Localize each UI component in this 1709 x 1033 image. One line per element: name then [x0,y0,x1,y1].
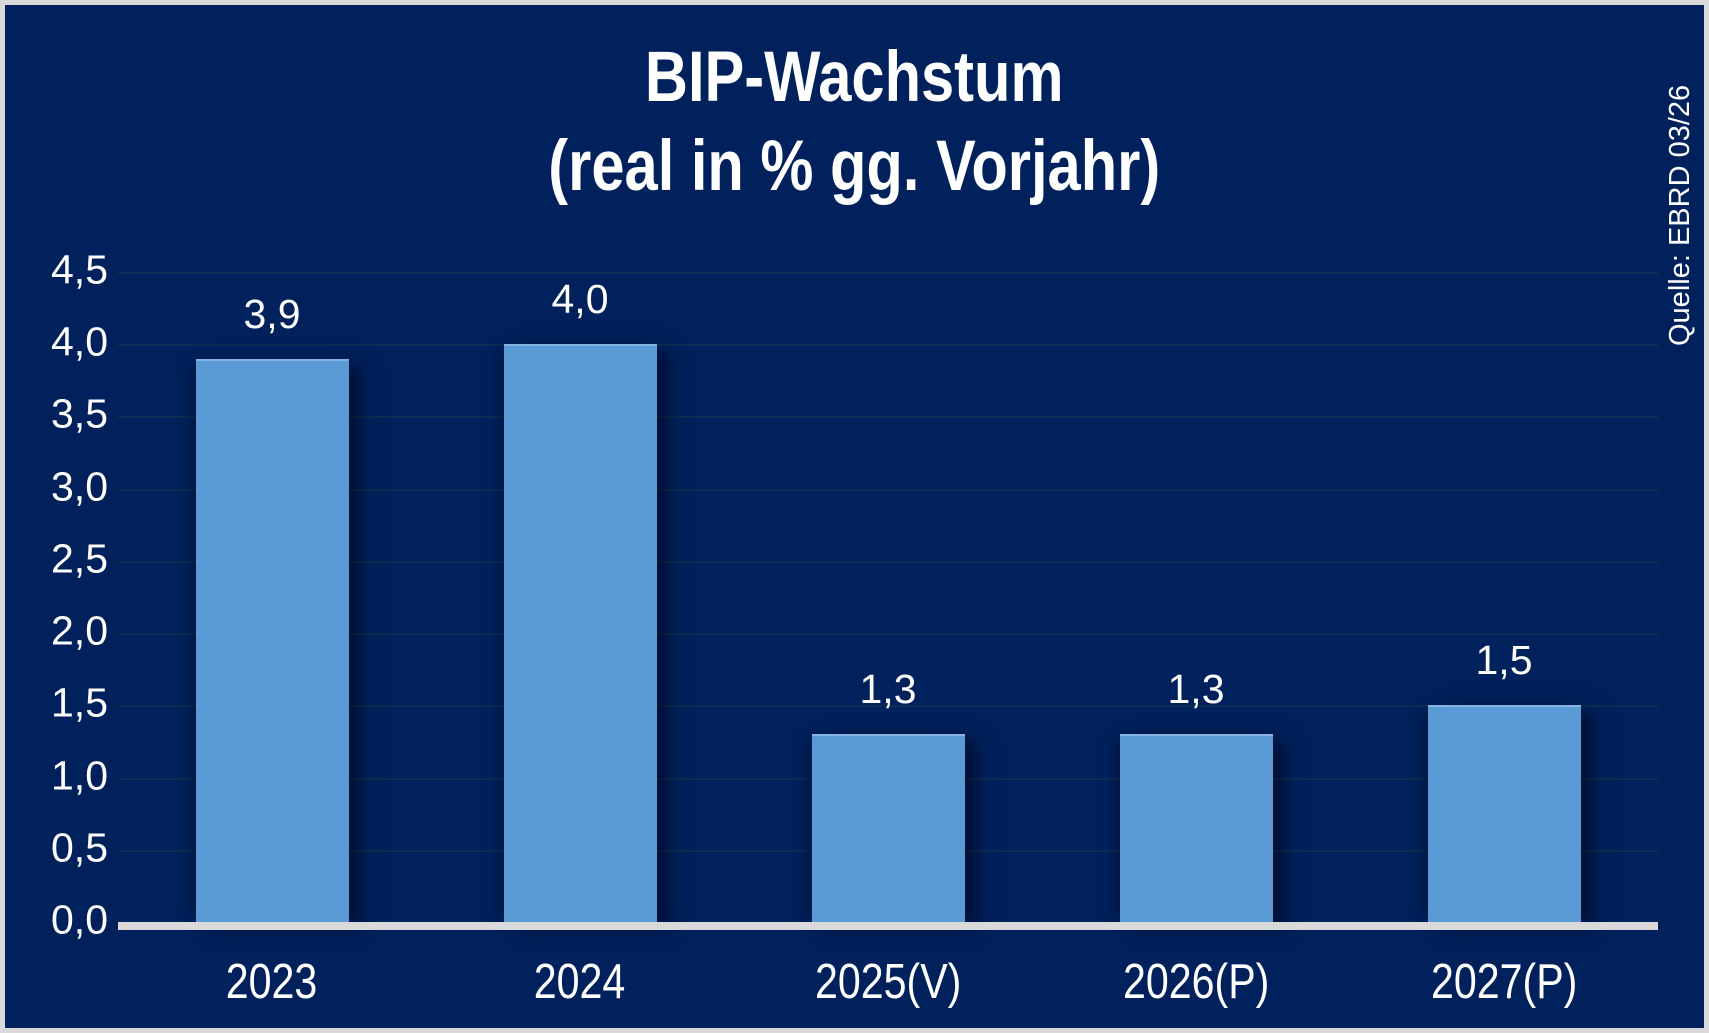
x-axis-category-label: 2027(P) [1344,954,1664,1010]
y-axis-tick-label: 1,0 [51,752,108,799]
x-axis-category-text: 2024 [534,955,626,1009]
gridline [118,416,1658,419]
x-axis-category-text: 2023 [226,955,318,1009]
bar-2025(V) [811,734,965,924]
gridline [118,488,1658,491]
y-axis-tick-label: 2,0 [51,607,108,654]
y-axis-tick-label: 0,0 [51,896,108,943]
gridline [118,272,1658,274]
x-axis-category-text: 2025(V) [814,955,962,1009]
x-axis-category-label: 2026(P) [1036,954,1356,1010]
y-axis-tick-label: 3,0 [51,463,108,510]
bar-value-label: 1,3 [859,666,917,713]
x-axis-category-label: 2024 [420,954,740,1010]
x-axis-category-text: 2026(P) [1122,955,1270,1009]
gridline [118,633,1658,636]
y-axis-tick-label: 2,5 [51,535,108,582]
bar-value-label: 4,0 [551,276,609,323]
x-axis-category-label: 2023 [112,954,432,1010]
bar-2024 [503,344,657,924]
source-note: Quelle: EBRD 03/26 [1664,84,1696,346]
chart-title-line1: BIP-Wachstum [645,38,1064,117]
gridline [118,560,1658,563]
y-axis-tick-label: 3,5 [51,391,108,438]
bar-2026(P) [1119,734,1273,924]
x-axis-line [118,922,1658,930]
bar-2023 [195,358,349,924]
y-axis-tick-label: 0,5 [51,824,108,871]
bar-2027(P) [1427,705,1581,924]
bar-value-label: 1,3 [1167,666,1225,713]
x-axis-category-label: 2025(V) [728,954,1048,1010]
y-axis-tick-label: 1,5 [51,679,108,726]
bar-value-label: 1,5 [1475,637,1533,684]
gridline [118,344,1658,347]
x-axis-category-text: 2027(P) [1430,955,1578,1009]
bar-value-label: 3,9 [243,290,301,337]
y-axis-tick-label: 4,0 [51,318,108,365]
chart-title: BIP-Wachstum (real in % gg. Vorjahr) [0,34,1709,212]
y-axis-tick-label: 4,5 [51,246,108,293]
chart-title-line2: (real in % gg. Vorjahr) [548,126,1161,206]
